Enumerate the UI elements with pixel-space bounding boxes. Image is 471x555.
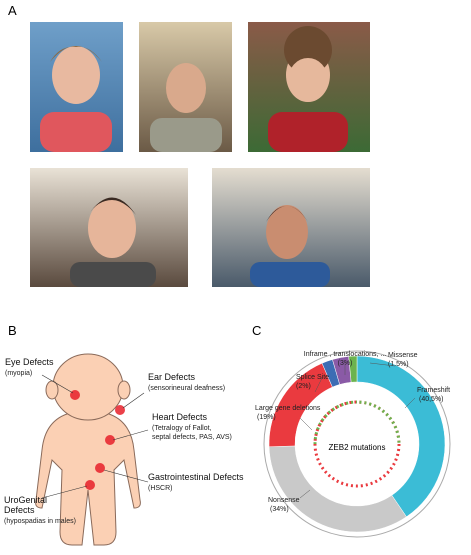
segment-label: Frameshift xyxy=(417,387,450,394)
segment-value: (40,5%) xyxy=(419,396,444,403)
segment-label: Large gene deletions xyxy=(255,405,321,412)
defect-title: Eye Defects xyxy=(5,357,54,367)
body-silhouette xyxy=(35,353,141,546)
segment-label: Splice Site xyxy=(296,374,329,381)
defect-title: UroGenital xyxy=(4,495,47,505)
segment-value: (2%) xyxy=(296,383,311,390)
photos xyxy=(30,22,370,287)
leader-line xyxy=(369,362,396,367)
donut-segment xyxy=(268,445,407,533)
segment-label: Nonsense xyxy=(268,497,300,504)
outer-ring xyxy=(263,350,451,538)
segment-value: (19%) xyxy=(257,414,276,421)
panel-label: C xyxy=(252,323,261,338)
panel-label: B xyxy=(8,323,17,338)
segment-value: (1.5%) xyxy=(388,361,409,368)
defect-detail: (myopia) xyxy=(5,370,32,377)
defect-title: Heart Defects xyxy=(152,412,208,422)
donut-segment xyxy=(356,355,446,518)
segment-label: Missense xyxy=(388,352,418,359)
leader-lines xyxy=(41,374,149,499)
segment-value: (34%) xyxy=(270,506,289,513)
inner-ring-green xyxy=(315,402,399,486)
leader-line xyxy=(299,417,313,431)
segment-label: Inframe , translocations, ... xyxy=(304,351,387,358)
defect-title: Ear Defects xyxy=(148,372,196,382)
defect-detail: septal defects, PAS, AVS) xyxy=(152,434,232,441)
center-label: ZEB2 mutations xyxy=(329,443,386,452)
defect-title: Defects xyxy=(4,505,35,515)
defect-detail: (HSCR) xyxy=(148,485,173,492)
defect-detail: (hypospadias in males) xyxy=(4,518,76,525)
leader-line xyxy=(314,377,323,393)
defect-markers xyxy=(70,390,125,490)
donut-segment xyxy=(348,355,358,383)
defect-detail: (Tetralogy of Fallot, xyxy=(152,425,212,432)
leader-line xyxy=(404,397,416,409)
panel-label: A xyxy=(8,3,17,18)
defect-detail: (sensorineural deafness) xyxy=(148,385,225,392)
leader-line xyxy=(299,489,311,499)
defect-title: Gastrointestinal Defects xyxy=(148,472,244,482)
